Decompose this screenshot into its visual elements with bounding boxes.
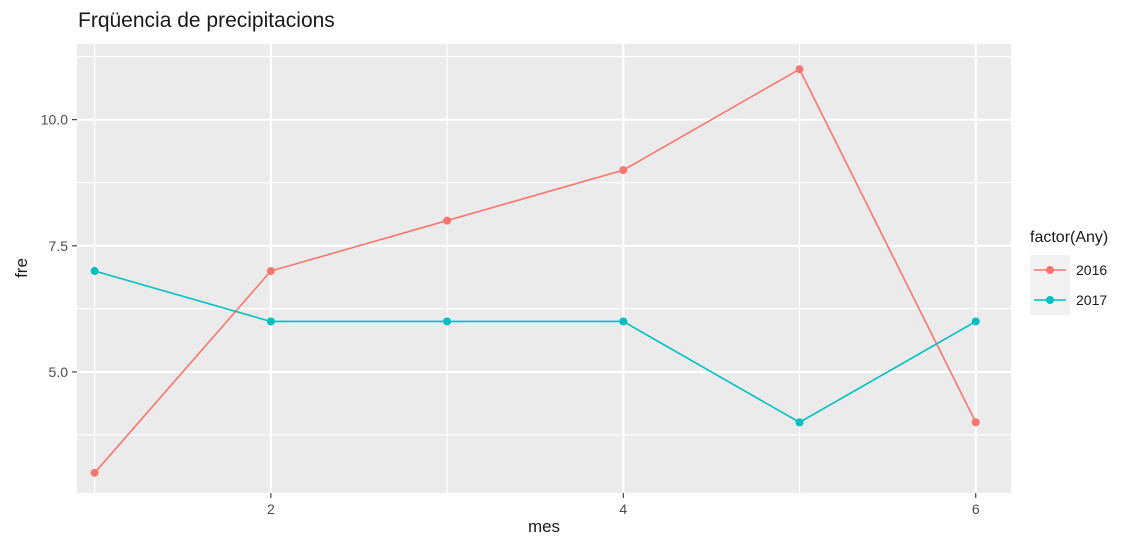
legend-title: factor(Any)	[1030, 229, 1108, 246]
data-point-2017	[266, 317, 275, 326]
legend-label: 2016	[1076, 262, 1107, 278]
data-point-2016	[795, 65, 804, 74]
data-point-2016	[90, 468, 99, 477]
data-point-2016	[619, 166, 628, 175]
data-point-2017	[971, 317, 980, 326]
chart-title: Frqüencia de precipitacions	[78, 9, 335, 32]
x-tick-label: 2	[267, 501, 275, 517]
x-tick-label: 4	[619, 501, 627, 517]
grid-major	[77, 44, 1011, 493]
series-layer	[90, 65, 980, 477]
x-axis-ticks: 2 4 6	[267, 493, 980, 517]
data-point-2017	[795, 418, 804, 427]
y-tick-label: 5.0	[49, 364, 69, 380]
legend-items: 2016 2017	[1030, 255, 1107, 315]
legend-label: 2017	[1076, 292, 1107, 308]
legend-key-point	[1046, 296, 1054, 304]
y-axis-label: fre	[12, 258, 31, 278]
y-tick-label: 7.5	[49, 238, 69, 254]
data-point-2017	[619, 317, 628, 326]
legend: factor(Any) 2016 2017	[1030, 229, 1108, 315]
legend-key-point	[1046, 266, 1054, 274]
x-axis-label: mes	[528, 517, 560, 536]
data-point-2016	[443, 216, 452, 225]
series-line-2016	[94, 68, 977, 474]
data-point-2016	[971, 418, 980, 427]
data-point-2017	[90, 267, 99, 276]
x-tick-label: 6	[972, 501, 980, 517]
data-point-2016	[266, 267, 275, 276]
y-tick-label: 10.0	[41, 112, 68, 128]
data-point-2017	[443, 317, 452, 326]
y-axis-ticks: 5.0 7.5 10.0	[41, 112, 77, 380]
series-line-2017	[94, 270, 977, 424]
plot-panel	[77, 44, 1011, 493]
